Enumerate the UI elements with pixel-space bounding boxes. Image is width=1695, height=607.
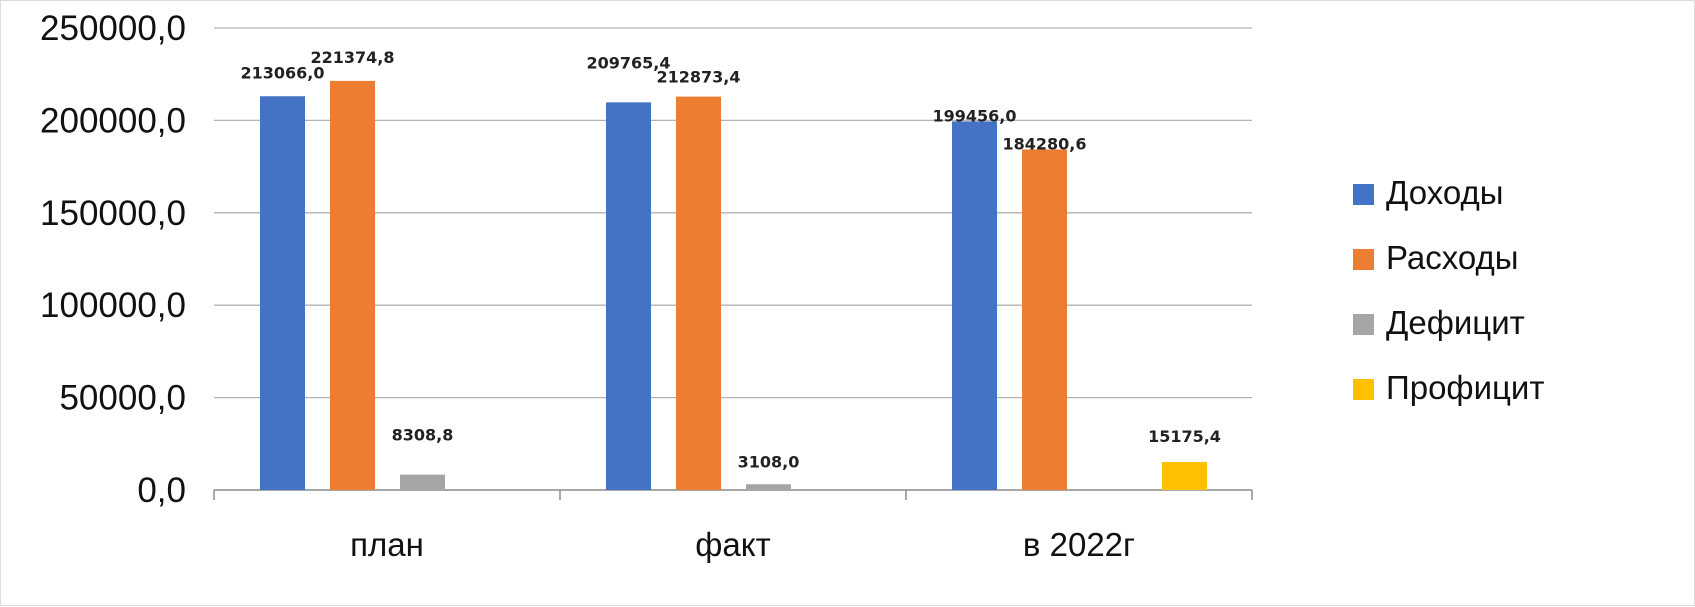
legend-label: Профицит — [1386, 369, 1544, 406]
bar-2-2 — [676, 96, 721, 490]
legend-label: Доходы — [1386, 174, 1503, 211]
data-label: 221374,8 — [310, 48, 394, 67]
bar-3-1 — [400, 474, 445, 490]
y-tick-label: 0,0 — [137, 471, 186, 510]
x-category-label: план — [350, 526, 424, 563]
data-label: 3108,0 — [738, 452, 800, 471]
legend-swatch — [1353, 249, 1374, 270]
y-tick-label: 200000,0 — [40, 101, 186, 140]
x-category-label: в 2022г — [1023, 526, 1135, 563]
legend-swatch — [1353, 314, 1374, 335]
legend-label: Дефицит — [1386, 304, 1525, 341]
bar-3-2 — [746, 484, 791, 490]
x-category-label: факт — [695, 526, 770, 563]
legend-swatch — [1353, 184, 1374, 205]
bar-1-3 — [952, 121, 997, 491]
y-tick-label: 100000,0 — [40, 286, 186, 325]
y-tick-label: 50000,0 — [59, 379, 186, 418]
y-tick-label: 250000,0 — [40, 9, 186, 48]
data-label: 199456,0 — [932, 106, 1016, 125]
data-label: 209765,4 — [586, 53, 670, 72]
bar-1-1 — [260, 96, 305, 490]
data-label: 184280,6 — [1002, 134, 1086, 153]
bar-1-2 — [606, 102, 651, 490]
data-label: 212873,4 — [656, 68, 740, 87]
y-tick-label: 150000,0 — [40, 194, 186, 233]
bar-2-3 — [1022, 149, 1067, 490]
data-label: 213066,0 — [240, 63, 324, 82]
legend-swatch — [1353, 379, 1374, 400]
data-label: 8308,8 — [392, 426, 454, 445]
data-label: 15175,4 — [1148, 427, 1221, 446]
bar-4-3 — [1162, 461, 1207, 490]
bar-2-1 — [330, 80, 375, 491]
legend-label: Расходы — [1386, 239, 1519, 276]
